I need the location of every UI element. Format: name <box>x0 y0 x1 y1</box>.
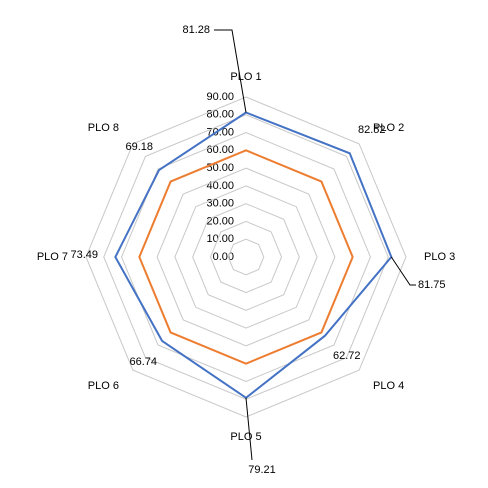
category-label: PLO 6 <box>88 380 119 392</box>
r-tick-label: 40.00 <box>206 180 234 192</box>
leader-line <box>245 397 253 461</box>
category-label: PLO 8 <box>88 122 119 134</box>
data-label: 81.75 <box>418 279 446 291</box>
category-label: PLO 3 <box>424 251 455 263</box>
category-label: PLO 4 <box>373 380 404 392</box>
category-label: PLO 1 <box>230 71 261 83</box>
data-label: 81.28 <box>182 24 210 36</box>
grid-ring <box>227 238 265 276</box>
grid-ring <box>192 203 300 311</box>
r-tick-label: 30.00 <box>206 198 234 210</box>
r-tick-label: 80.00 <box>206 109 234 121</box>
r-tick-label: 20.00 <box>206 215 234 227</box>
category-label: PLO 7 <box>37 251 68 263</box>
r-tick-label: 60.00 <box>206 144 234 156</box>
category-label: PLO 5 <box>230 431 261 443</box>
r-tick-label: 10.00 <box>206 233 234 245</box>
leader-line <box>390 256 416 286</box>
data-label: 73.49 <box>70 249 98 261</box>
data-label: 69.18 <box>125 141 153 153</box>
leader-line <box>214 29 247 113</box>
r-tick-label: 50.00 <box>206 162 234 174</box>
grid-ring <box>156 167 336 347</box>
category-label: PLO 2 <box>373 122 404 134</box>
data-label: 82.52 <box>358 124 386 136</box>
series-line <box>138 149 354 365</box>
r-tick-label: 70.00 <box>206 126 234 138</box>
r-tick-label: 90.00 <box>206 91 234 103</box>
data-label: 66.74 <box>129 356 157 368</box>
data-label: 62.72 <box>333 350 361 362</box>
grid-ring <box>85 96 407 418</box>
r-tick-label: 0.00 <box>213 251 234 263</box>
data-label: 79.21 <box>248 464 276 476</box>
grid-ring <box>209 220 283 294</box>
grid-ring <box>174 185 318 329</box>
